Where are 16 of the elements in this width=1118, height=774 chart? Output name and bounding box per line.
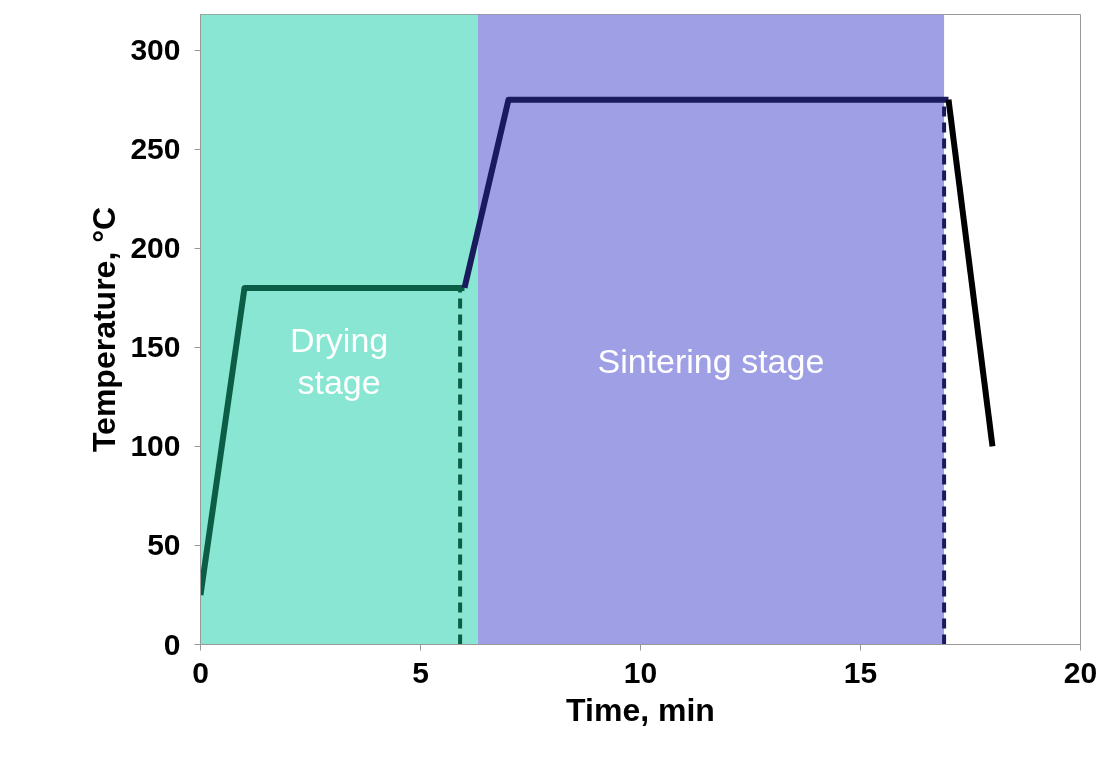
x-tick-label: 15 [843,655,878,689]
band-label: Sintering stage [597,342,825,380]
y-tick-label: 150 [130,330,181,364]
y-tick-label: 200 [130,231,181,265]
x-tick-label: 20 [1063,655,1098,689]
y-tick-label: 0 [163,627,181,661]
x-tick-label: 5 [412,655,429,689]
y-tick-label: 250 [130,132,181,166]
x-tick-label: 0 [192,655,209,689]
y-axis-title: Temperature, °C [86,206,123,453]
x-tick-label: 10 [623,655,658,689]
y-tick-label: 100 [130,429,181,463]
x-axis-title: Time, min [566,691,715,728]
y-tick-label: 50 [147,528,181,562]
y-tick-label: 300 [130,33,181,67]
band-label: Drying stage [289,321,389,401]
